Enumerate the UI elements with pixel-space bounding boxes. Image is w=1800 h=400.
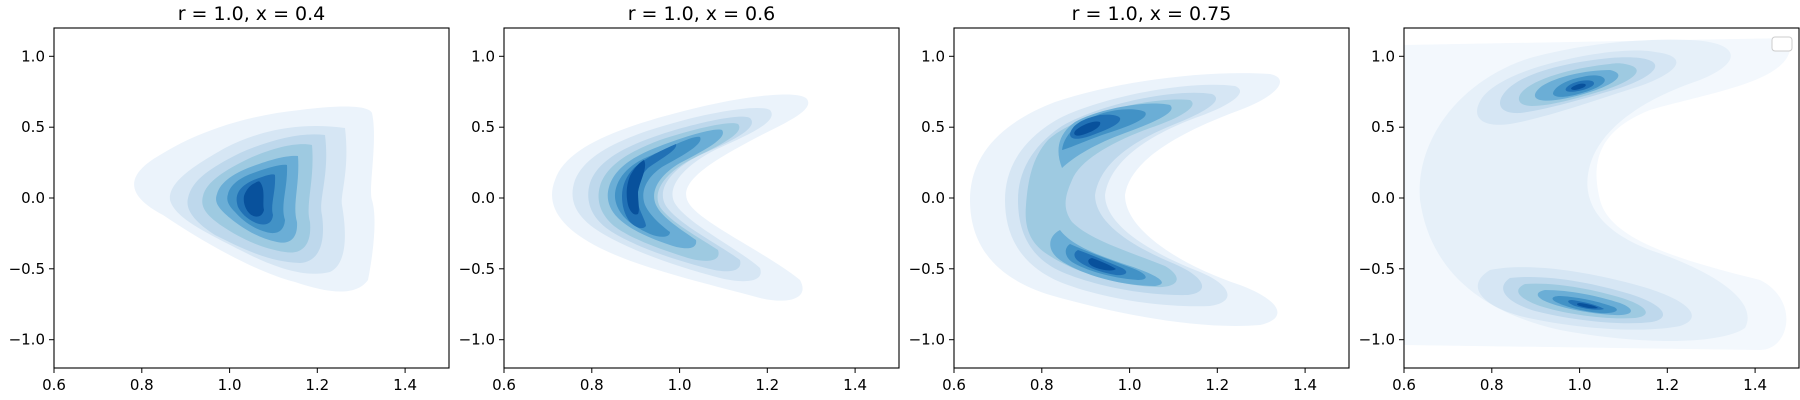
- subplot-title: r = 1.0, x = 0.75: [1072, 3, 1232, 25]
- y-tick-label: 0.5: [1371, 118, 1395, 136]
- x-tick-label: 1.0: [1118, 376, 1142, 394]
- y-tick-label: 0.0: [471, 189, 495, 207]
- x-tick-label: 1.2: [1655, 376, 1679, 394]
- density-level-8: [243, 181, 264, 217]
- x-tick-label: 1.4: [1293, 376, 1317, 394]
- subplot-2: r = 1.0, x = 0.6 0.6 0.8 1.0 1.2 1.4: [459, 3, 900, 394]
- x-tick-label: 0.8: [130, 376, 154, 394]
- y-tick-label: −1.0: [459, 331, 495, 349]
- legend-box: [1771, 36, 1793, 52]
- x-tick-label: 1.2: [755, 376, 779, 394]
- subplot-title: r = 1.0, x = 0.6: [628, 3, 776, 25]
- density-contours: [552, 94, 809, 301]
- x-tick-label: 0.8: [1030, 376, 1054, 394]
- density-level-6: [1534, 70, 1631, 316]
- y-tick-label: 0.5: [921, 118, 945, 136]
- subplot-3: r = 1.0, x = 0.75 0.6 0.8 1.0 1.2 1.4: [909, 3, 1350, 394]
- subplot-4: 0.6 0.8 1.0 1.2 1.4 1.0 0.5 0.0 −0.5 −1.…: [1359, 27, 1800, 394]
- x-tick-label: 1.4: [843, 376, 867, 394]
- density-level-5: [1518, 63, 1646, 319]
- subplot-title: r = 1.0, x = 0.4: [178, 3, 326, 25]
- y-tick-label: −0.5: [459, 260, 495, 278]
- x-axis: 0.6 0.8 1.0 1.2 1.4: [42, 368, 417, 394]
- x-tick-label: 0.6: [492, 376, 516, 394]
- y-tick-label: 0.5: [21, 118, 45, 136]
- x-tick-label: 1.0: [1568, 376, 1592, 394]
- y-axis: 1.0 0.5 0.0 −0.5 −1.0: [9, 47, 54, 349]
- x-tick-label: 0.6: [1392, 376, 1416, 394]
- y-tick-label: −0.5: [9, 260, 45, 278]
- y-tick-label: −0.5: [1359, 260, 1395, 278]
- subplot-1: r = 1.0, x = 0.4 0.6 0.8 1.0 1.2 1.4: [9, 3, 450, 394]
- y-tick-label: 0.5: [471, 118, 495, 136]
- x-tick-label: 1.0: [218, 376, 242, 394]
- y-tick-label: −1.0: [909, 331, 945, 349]
- x-axis: 0.6 0.8 1.0 1.2 1.4: [942, 368, 1317, 394]
- x-tick-label: 1.4: [393, 376, 417, 394]
- density-level-4: [1500, 57, 1664, 324]
- x-tick-label: 0.6: [942, 376, 966, 394]
- x-tick-label: 0.8: [1480, 376, 1504, 394]
- x-axis: 0.6 0.8 1.0 1.2 1.4: [492, 368, 867, 394]
- x-tick-label: 1.4: [1743, 376, 1767, 394]
- x-tick-label: 1.2: [1205, 376, 1229, 394]
- x-tick-label: 1.2: [305, 376, 329, 394]
- x-tick-label: 1.0: [668, 376, 692, 394]
- y-axis: 1.0 0.5 0.0 −0.5 −1.0: [909, 47, 954, 349]
- density-level-5: [1050, 103, 1172, 286]
- y-tick-label: 0.0: [21, 189, 45, 207]
- y-tick-label: −1.0: [9, 331, 45, 349]
- y-tick-label: −0.5: [909, 260, 945, 278]
- y-tick-label: 1.0: [921, 47, 945, 65]
- y-axis: 1.0 0.5 0.0 −0.5 −1.0: [1359, 47, 1404, 349]
- density-contours: [1404, 38, 1791, 350]
- y-tick-label: 0.0: [1371, 189, 1395, 207]
- density-level-8: [626, 160, 646, 215]
- y-tick-label: 1.0: [1371, 47, 1395, 65]
- y-axis: 1.0 0.5 0.0 −0.5 −1.0: [459, 47, 504, 349]
- x-axis: 0.6 0.8 1.0 1.2 1.4: [1392, 368, 1767, 394]
- y-tick-label: 1.0: [471, 47, 495, 65]
- density-contours: [970, 73, 1280, 326]
- density-level-3: [1477, 50, 1692, 330]
- x-tick-label: 0.8: [580, 376, 604, 394]
- y-tick-label: −1.0: [1359, 331, 1395, 349]
- density-contours: [134, 106, 375, 292]
- y-tick-label: 0.0: [921, 189, 945, 207]
- x-tick-label: 0.6: [42, 376, 66, 394]
- y-tick-label: 1.0: [21, 47, 45, 65]
